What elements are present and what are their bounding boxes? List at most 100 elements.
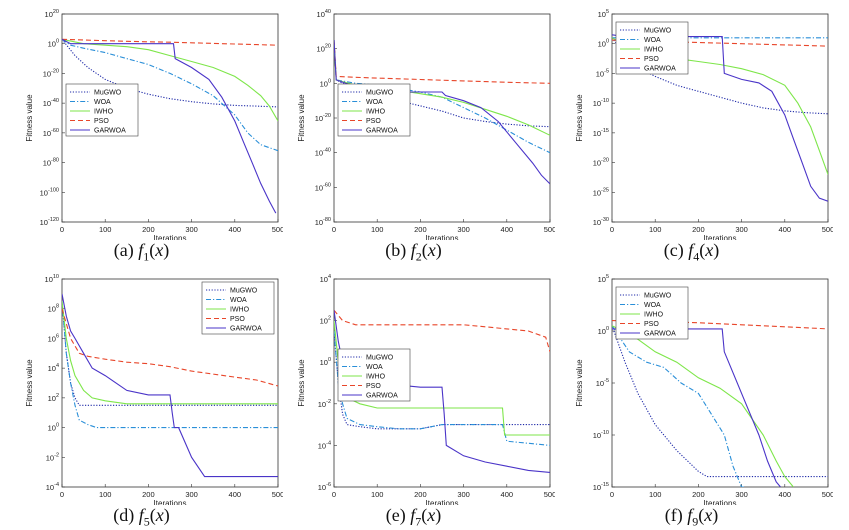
panel-f9: 0 100 200 300 400 500 105 100 10-5 10-10 10-15 Iter…: [550, 265, 833, 530]
legend-label-iwho: IWHO: [366, 109, 386, 116]
series-line-pso: [334, 39, 550, 84]
series-line-pso: [62, 308, 278, 387]
y-tick-label: 100: [320, 357, 331, 367]
x-tick-label: 400: [229, 490, 242, 499]
legend-label-mugwo: MuGWO: [94, 90, 122, 97]
legend-label-iwho: IWHO: [230, 307, 250, 314]
panel-f5: 0 100 200 300 400 500 1010 108 106 104 102 100 10-2 1…: [0, 265, 283, 530]
caption-f2: (b) f2(x): [272, 240, 555, 265]
x-axis-label: Iterations: [704, 499, 737, 505]
x-tick-label: 0: [610, 490, 614, 499]
x-tick-label: 300: [185, 225, 198, 234]
legend: MuGWO WOA IWHO PSO GARWOA: [337, 348, 411, 402]
y-tick-label: 1010: [45, 274, 59, 284]
x-tick-label: 300: [735, 490, 748, 499]
series-line-woa: [612, 325, 746, 487]
y-axis-label: Fitness value: [297, 94, 306, 142]
series-line-iwho: [62, 301, 278, 405]
series-line-mugwo: [62, 301, 278, 406]
legend-box: [615, 286, 689, 340]
y-tick-label: 10-10: [593, 98, 609, 108]
caption-function: f: [138, 505, 144, 525]
y-tick-label: 10-4: [46, 482, 59, 492]
y-axis-label: Fitness value: [575, 94, 584, 142]
series-line-woa: [62, 38, 278, 152]
y-axis-label: Fitness value: [25, 94, 34, 142]
x-tick-label: 100: [371, 490, 384, 499]
y-tick-label: 10-15: [593, 128, 609, 138]
caption-label: (e): [385, 505, 411, 525]
x-tick-label: 200: [692, 490, 705, 499]
caption-f7: (e) f7(x): [272, 505, 555, 530]
y-tick-label: 108: [48, 304, 59, 314]
legend-label-iwho: IWHO: [94, 109, 114, 116]
y-tick-label: 10-25: [593, 187, 609, 197]
y-tick-label: 100: [598, 39, 609, 49]
x-axis-label: Iterations: [704, 234, 737, 240]
legend-label-mugwo: MuGWO: [230, 288, 258, 295]
x-axis-label: Iterations: [154, 499, 187, 505]
x-tick-label: 0: [60, 490, 64, 499]
x-tick-label: 500: [544, 490, 555, 499]
caption-label: (b): [385, 240, 411, 260]
series-line-mugwo: [612, 325, 828, 478]
caption-function: f: [410, 240, 416, 260]
x-axis-label: Iterations: [426, 499, 459, 505]
series-line-pso: [62, 38, 278, 46]
legend-box: [615, 21, 689, 75]
legend-label-pso: PSO: [94, 118, 109, 125]
y-tick-label: 10-15: [593, 482, 609, 492]
legend-label-pso: PSO: [366, 383, 381, 390]
y-tick-label: 105: [598, 274, 609, 284]
panel-f7: 0 100 200 300 400 500 104 102 100 10-2 10-4 10-6 Ite…: [272, 265, 555, 530]
y-tick-label: 10-20: [43, 68, 59, 78]
x-tick-label: 200: [414, 490, 427, 499]
caption-function: f: [410, 505, 416, 525]
y-tick-label: 100: [48, 423, 59, 433]
x-tick-label: 300: [735, 225, 748, 234]
panel-f1: 0 100 200 300 400 500 1020 100 10-20 10-40 10-60 10…: [0, 0, 283, 265]
x-tick-label: 200: [142, 225, 155, 234]
caption-argument: (x): [421, 240, 442, 260]
series-line-woa: [62, 301, 278, 429]
legend-label-pso: PSO: [644, 56, 659, 63]
caption-subscript: 7: [415, 514, 422, 529]
caption-subscript: 5: [143, 514, 150, 529]
x-tick-label: 400: [229, 225, 242, 234]
y-tick-label: 100: [598, 326, 609, 336]
x-tick-label: 200: [142, 490, 155, 499]
y-tick-label: 10-60: [315, 182, 331, 192]
caption-argument: (x): [698, 505, 719, 525]
caption-argument: (x): [421, 505, 442, 525]
legend-label-garwoa: GARWOA: [366, 128, 398, 135]
x-axis-label: Iterations: [426, 234, 459, 240]
chart-f9: 0 100 200 300 400 500 105 100 10-5 10-10 10-15 Iter…: [575, 274, 833, 505]
legend-label-mugwo: MuGWO: [644, 28, 672, 35]
legend-label-woa: WOA: [94, 99, 111, 106]
x-tick-label: 200: [692, 225, 705, 234]
y-tick-label: 105: [598, 9, 609, 19]
x-tick-label: 500: [822, 490, 833, 499]
legend-label-woa: WOA: [644, 302, 661, 309]
x-tick-label: 100: [649, 225, 662, 234]
panel-f4: 0 100 200 300 400 500 105 100 10-5 10-10 10-15 10-2…: [550, 0, 833, 265]
caption-subscript: 1: [143, 249, 150, 264]
y-tick-label: 1020: [45, 9, 59, 19]
legend: MuGWO WOA IWHO PSO GARWOA: [201, 281, 275, 335]
y-tick-label: 10-2: [318, 399, 331, 409]
caption-function: f: [138, 240, 144, 260]
y-tick-label: 10-10: [593, 430, 609, 440]
legend: MuGWO WOA IWHO PSO GARWOA: [615, 21, 689, 75]
panel-f2: 0 100 200 300 400 500 1040 1020 100 10-20 10-40 10-…: [272, 0, 555, 265]
legend-box: [201, 281, 275, 335]
y-tick-label: 10-60: [43, 128, 59, 138]
y-axis-label: Fitness value: [297, 359, 306, 407]
legend-box: [337, 348, 411, 402]
chart-f1: 0 100 200 300 400 500 1020 100 10-20 10-40 10-60 10…: [25, 9, 283, 240]
series-line-iwho: [62, 38, 278, 122]
caption-argument: (x): [149, 505, 170, 525]
y-tick-label: 1040: [317, 9, 331, 19]
y-tick-label: 10-5: [596, 68, 609, 78]
legend-label-woa: WOA: [366, 99, 383, 106]
series-line-garwoa: [62, 38, 277, 214]
